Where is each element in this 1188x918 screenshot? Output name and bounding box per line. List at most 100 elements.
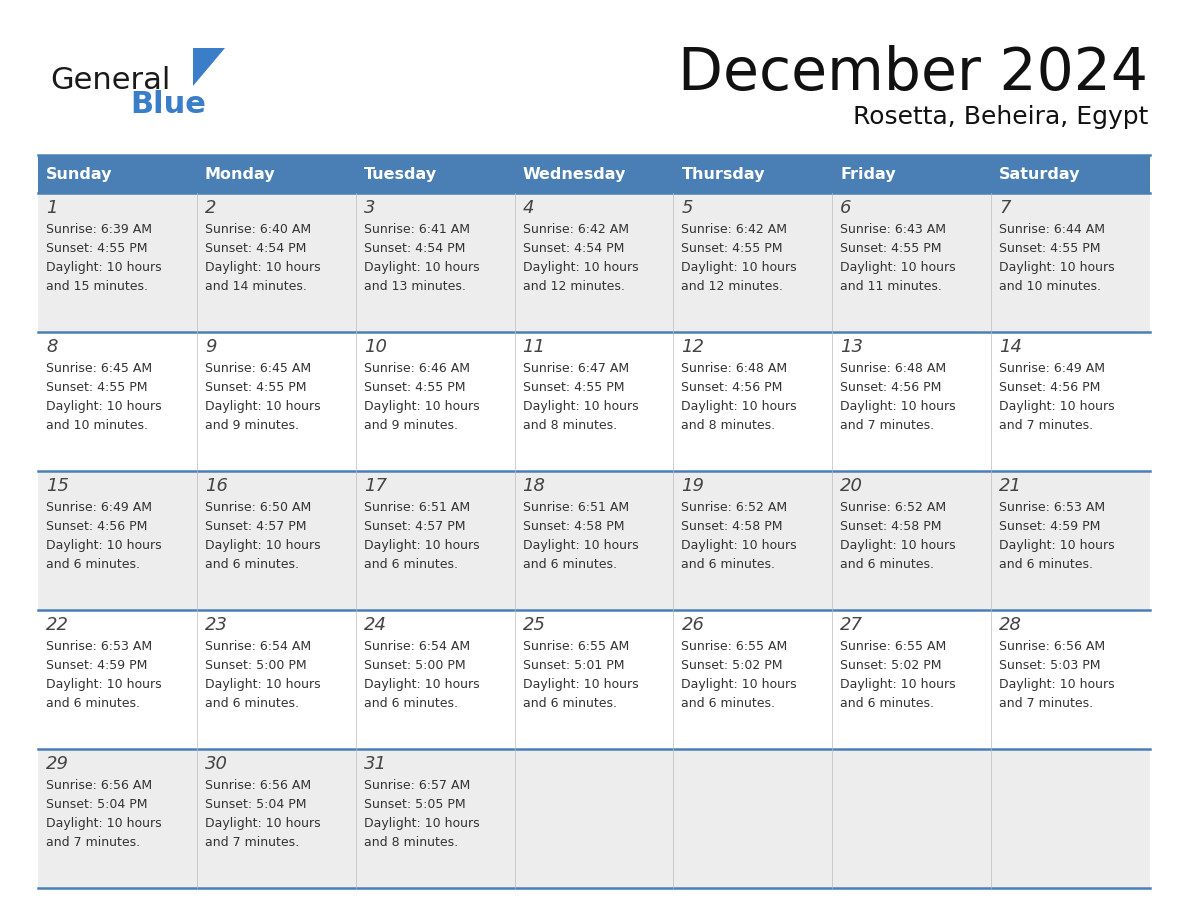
Text: and 6 minutes.: and 6 minutes. (204, 558, 299, 571)
Text: Friday: Friday (840, 166, 896, 182)
Text: Daylight: 10 hours: Daylight: 10 hours (682, 678, 797, 691)
Text: Sunset: 5:05 PM: Sunset: 5:05 PM (364, 798, 466, 811)
Text: Daylight: 10 hours: Daylight: 10 hours (204, 539, 321, 552)
Text: Daylight: 10 hours: Daylight: 10 hours (364, 539, 479, 552)
Text: Sunset: 4:57 PM: Sunset: 4:57 PM (204, 520, 307, 533)
Bar (514, 155, 674, 193)
Text: Sunset: 4:56 PM: Sunset: 4:56 PM (999, 381, 1100, 394)
Text: and 10 minutes.: and 10 minutes. (999, 280, 1101, 293)
Text: and 7 minutes.: and 7 minutes. (999, 697, 1093, 710)
Text: Saturday: Saturday (999, 166, 1081, 182)
Text: Daylight: 10 hours: Daylight: 10 hours (840, 678, 956, 691)
Bar (38, 155, 197, 193)
Text: 22: 22 (46, 616, 69, 634)
Text: 30: 30 (204, 755, 228, 773)
Text: and 8 minutes.: and 8 minutes. (364, 836, 457, 849)
Text: Sunset: 4:55 PM: Sunset: 4:55 PM (204, 381, 307, 394)
Text: Daylight: 10 hours: Daylight: 10 hours (523, 261, 638, 274)
Text: Daylight: 10 hours: Daylight: 10 hours (364, 817, 479, 830)
Text: Sunset: 5:00 PM: Sunset: 5:00 PM (364, 659, 466, 672)
Text: and 12 minutes.: and 12 minutes. (682, 280, 783, 293)
Text: Daylight: 10 hours: Daylight: 10 hours (523, 539, 638, 552)
Text: and 8 minutes.: and 8 minutes. (682, 419, 776, 432)
Text: and 6 minutes.: and 6 minutes. (682, 558, 776, 571)
Text: Sunset: 4:54 PM: Sunset: 4:54 PM (364, 242, 465, 255)
Text: Sunset: 5:04 PM: Sunset: 5:04 PM (46, 798, 147, 811)
Text: Daylight: 10 hours: Daylight: 10 hours (999, 539, 1114, 552)
Text: Sunset: 4:54 PM: Sunset: 4:54 PM (204, 242, 307, 255)
Text: Blue: Blue (129, 90, 206, 119)
Text: Sunrise: 6:42 AM: Sunrise: 6:42 AM (682, 223, 788, 236)
Text: and 14 minutes.: and 14 minutes. (204, 280, 307, 293)
Text: Daylight: 10 hours: Daylight: 10 hours (364, 678, 479, 691)
Text: Sunrise: 6:44 AM: Sunrise: 6:44 AM (999, 223, 1105, 236)
Text: and 6 minutes.: and 6 minutes. (523, 558, 617, 571)
Text: and 6 minutes.: and 6 minutes. (523, 697, 617, 710)
Text: Sunrise: 6:57 AM: Sunrise: 6:57 AM (364, 779, 470, 792)
Text: Daylight: 10 hours: Daylight: 10 hours (204, 817, 321, 830)
Text: Sunset: 4:58 PM: Sunset: 4:58 PM (523, 520, 624, 533)
Text: 31: 31 (364, 755, 387, 773)
Text: and 7 minutes.: and 7 minutes. (840, 419, 935, 432)
Text: Sunrise: 6:56 AM: Sunrise: 6:56 AM (46, 779, 152, 792)
Text: Daylight: 10 hours: Daylight: 10 hours (204, 261, 321, 274)
Text: Sunrise: 6:55 AM: Sunrise: 6:55 AM (523, 640, 628, 653)
Text: Sunrise: 6:51 AM: Sunrise: 6:51 AM (364, 501, 469, 514)
Text: 5: 5 (682, 199, 693, 217)
Text: 11: 11 (523, 338, 545, 356)
Text: and 12 minutes.: and 12 minutes. (523, 280, 625, 293)
Text: Sunset: 4:55 PM: Sunset: 4:55 PM (523, 381, 624, 394)
Text: Sunrise: 6:52 AM: Sunrise: 6:52 AM (840, 501, 947, 514)
Text: 8: 8 (46, 338, 57, 356)
Text: 20: 20 (840, 477, 864, 495)
Text: Sunrise: 6:56 AM: Sunrise: 6:56 AM (999, 640, 1105, 653)
Bar (38, 193, 1150, 332)
Text: Sunset: 5:00 PM: Sunset: 5:00 PM (204, 659, 307, 672)
Text: Sunrise: 6:43 AM: Sunrise: 6:43 AM (840, 223, 947, 236)
Bar (674, 155, 833, 193)
Text: Daylight: 10 hours: Daylight: 10 hours (999, 261, 1114, 274)
Bar (833, 155, 991, 193)
Bar (38, 332, 1150, 471)
Text: and 7 minutes.: and 7 minutes. (46, 836, 140, 849)
Text: and 6 minutes.: and 6 minutes. (364, 697, 457, 710)
Text: 21: 21 (999, 477, 1022, 495)
Text: Daylight: 10 hours: Daylight: 10 hours (840, 261, 956, 274)
Bar (38, 749, 1150, 888)
Text: Sunrise: 6:45 AM: Sunrise: 6:45 AM (46, 362, 152, 375)
Text: Sunset: 4:55 PM: Sunset: 4:55 PM (682, 242, 783, 255)
Text: and 6 minutes.: and 6 minutes. (840, 697, 934, 710)
Text: 17: 17 (364, 477, 387, 495)
Text: Sunset: 4:55 PM: Sunset: 4:55 PM (364, 381, 466, 394)
Text: and 6 minutes.: and 6 minutes. (364, 558, 457, 571)
Text: 3: 3 (364, 199, 375, 217)
Text: and 7 minutes.: and 7 minutes. (204, 836, 299, 849)
Text: 18: 18 (523, 477, 545, 495)
Text: Daylight: 10 hours: Daylight: 10 hours (999, 400, 1114, 413)
Text: Rosetta, Beheira, Egypt: Rosetta, Beheira, Egypt (853, 105, 1148, 129)
Text: Daylight: 10 hours: Daylight: 10 hours (682, 261, 797, 274)
Text: Wednesday: Wednesday (523, 166, 626, 182)
Text: Sunset: 4:55 PM: Sunset: 4:55 PM (999, 242, 1100, 255)
Text: Sunrise: 6:46 AM: Sunrise: 6:46 AM (364, 362, 469, 375)
Text: Daylight: 10 hours: Daylight: 10 hours (204, 678, 321, 691)
Text: Daylight: 10 hours: Daylight: 10 hours (46, 539, 162, 552)
Text: 28: 28 (999, 616, 1022, 634)
Text: and 6 minutes.: and 6 minutes. (840, 558, 934, 571)
Text: and 6 minutes.: and 6 minutes. (204, 697, 299, 710)
Text: Sunrise: 6:45 AM: Sunrise: 6:45 AM (204, 362, 311, 375)
Bar (991, 155, 1150, 193)
Text: Daylight: 10 hours: Daylight: 10 hours (999, 678, 1114, 691)
Text: Sunrise: 6:52 AM: Sunrise: 6:52 AM (682, 501, 788, 514)
Text: 4: 4 (523, 199, 535, 217)
Text: Sunset: 4:55 PM: Sunset: 4:55 PM (46, 381, 147, 394)
Text: Sunset: 4:59 PM: Sunset: 4:59 PM (46, 659, 147, 672)
Text: Daylight: 10 hours: Daylight: 10 hours (46, 817, 162, 830)
Text: Daylight: 10 hours: Daylight: 10 hours (46, 400, 162, 413)
Text: 10: 10 (364, 338, 387, 356)
Text: Tuesday: Tuesday (364, 166, 437, 182)
Bar (38, 471, 1150, 610)
Text: Sunrise: 6:50 AM: Sunrise: 6:50 AM (204, 501, 311, 514)
Text: Sunrise: 6:39 AM: Sunrise: 6:39 AM (46, 223, 152, 236)
Text: Sunrise: 6:42 AM: Sunrise: 6:42 AM (523, 223, 628, 236)
